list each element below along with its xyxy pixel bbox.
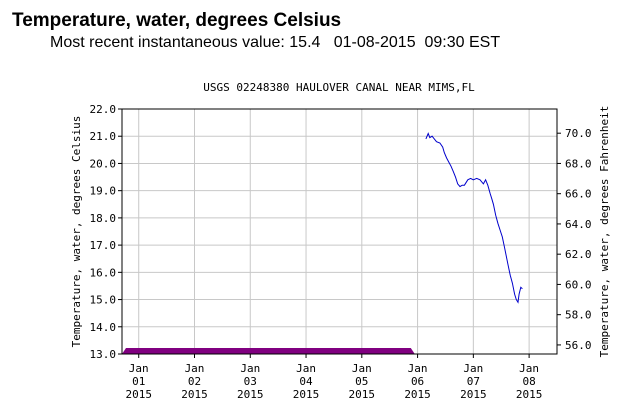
plot-frame — [121, 108, 558, 355]
y-tick-label: 14.0 — [90, 321, 117, 334]
x-tick-month: Jan — [185, 362, 205, 375]
x-tick-year: 2015 — [293, 388, 320, 401]
y2-axis-label: Temperature, water, degrees Fahrenheit — [598, 106, 611, 358]
x-tick-year: 2015 — [404, 388, 431, 401]
x-tick-year: 2015 — [460, 388, 487, 401]
x-tick-year: 2015 — [349, 388, 376, 401]
y2-tick-label: 70.0 — [565, 127, 592, 140]
y-tick-label: 13.0 — [90, 348, 117, 361]
data-band — [122, 348, 415, 354]
y-tick-label: 20.0 — [90, 157, 117, 170]
page-title: Temperature, water, degrees Celsius — [12, 10, 342, 31]
y2-tick-label: 64.0 — [565, 218, 592, 231]
x-tick-year: 2015 — [516, 388, 543, 401]
y-tick-label: 21.0 — [90, 130, 117, 143]
x-tick-year: 2015 — [181, 388, 208, 401]
y2-tick-label: 60.0 — [565, 278, 592, 291]
y-tick-label: 16.0 — [90, 266, 117, 279]
x-axis: Jan012015Jan022015Jan032015Jan042015Jan0… — [125, 354, 542, 401]
chart-title: USGS 02248380 HAULOVER CANAL NEAR MIMS,F… — [203, 81, 475, 94]
x-tick-month: Jan — [408, 362, 428, 375]
data-bands — [122, 348, 415, 354]
y-axis-right: 70.0 68.0 66.0 64.0 62.0 60.0 58.0 56.0 — [557, 127, 592, 352]
y2-tick-label: 58.0 — [565, 309, 592, 322]
y2-tick-label: 68.0 — [565, 157, 592, 170]
x-tick-month: Jan — [352, 362, 372, 375]
y2-tick-label: 56.0 — [565, 339, 592, 352]
series-group — [425, 132, 523, 304]
y2-tick-label: 66.0 — [565, 188, 592, 201]
x-tick-day: 05 — [355, 375, 368, 388]
x-tick-day: 08 — [522, 375, 535, 388]
recent-time: 09:30 EST — [424, 34, 501, 51]
x-tick-month: Jan — [240, 362, 260, 375]
x-tick-day: 07 — [467, 375, 480, 388]
y-axis-label: Temperature, water, degrees Celsius — [70, 116, 83, 348]
recent-date: 01-08-2015 — [333, 34, 416, 51]
y-axis-left: 22.0 21.0 20.0 19.0 18.0 17.0 16.0 15.0 14.0 13.0 — [90, 103, 122, 361]
y-tick-label: 19.0 — [90, 185, 117, 198]
x-tick-day: 03 — [244, 375, 257, 388]
x-tick-month: Jan — [463, 362, 483, 375]
recent-value: 15.4 — [289, 34, 321, 51]
x-tick-year: 2015 — [125, 388, 152, 401]
series-line — [425, 132, 523, 304]
x-tick-month: Jan — [129, 362, 149, 375]
y-tick-label: 18.0 — [90, 212, 117, 225]
recent-value-label: Most recent instantaneous value: — [50, 34, 285, 51]
grid-lines — [122, 109, 557, 354]
x-tick-day: 06 — [411, 375, 424, 388]
x-tick-day: 04 — [299, 375, 313, 388]
x-tick-month: Jan — [519, 362, 539, 375]
y-tick-label: 15.0 — [90, 294, 117, 307]
x-tick-day: 01 — [132, 375, 145, 388]
x-tick-year: 2015 — [237, 388, 264, 401]
y-tick-label: 22.0 — [90, 103, 117, 116]
y-tick-label: 17.0 — [90, 239, 117, 252]
x-tick-month: Jan — [296, 362, 316, 375]
recent-value-line: Most recent instantaneous value: 15.4 01… — [50, 34, 500, 52]
y2-tick-label: 62.0 — [565, 248, 592, 261]
x-tick-day: 02 — [188, 375, 201, 388]
